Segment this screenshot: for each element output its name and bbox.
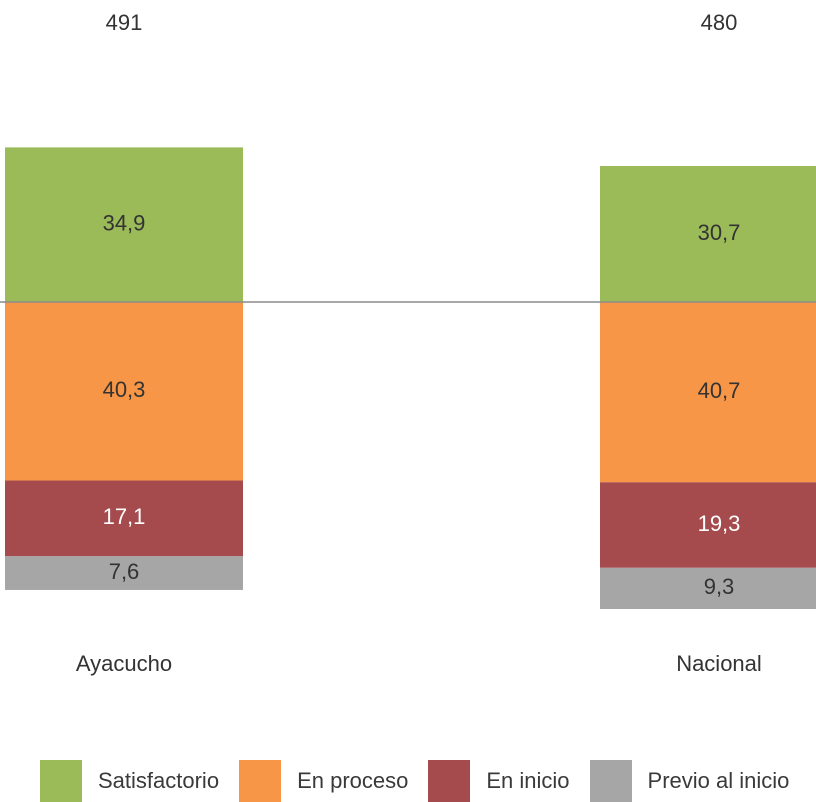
category-label-ayacucho: Ayacucho [76, 651, 172, 676]
legend-item-satisfactorio: Satisfactorio [40, 760, 219, 802]
bar-satisfactorio-nacional [600, 165, 816, 302]
data-label-previo-al-inicio-ayacucho: 7,6 [109, 559, 140, 584]
legend-item-previo-al-inicio: Previo al inicio [589, 760, 790, 802]
bar-satisfactorio-ayacucho [5, 147, 243, 302]
legend-swatch-en-proceso [239, 760, 282, 802]
legend-label-satisfactorio: Satisfactorio [98, 768, 220, 793]
legend-label-en-inicio: En inicio [486, 768, 570, 793]
bar-en-inicio-nacional [600, 482, 816, 568]
legend-swatch-en-inicio [428, 760, 471, 802]
bar-previo-al-inicio-ayacucho [5, 556, 243, 590]
data-label-en-proceso-nacional: 40,7 [698, 378, 741, 403]
legend-item-en-inicio: En inicio [428, 760, 570, 802]
bar-en-proceso-ayacucho [5, 302, 243, 481]
bar-en-inicio-ayacucho [5, 480, 243, 557]
legend-swatch-satisfactorio [40, 760, 82, 802]
bar-en-proceso-nacional [600, 302, 816, 483]
total-label-ayacucho: 491 [106, 10, 143, 35]
legend-label-en-proceso: En proceso [297, 768, 409, 793]
data-label-en-inicio-ayacucho: 17,1 [103, 504, 146, 529]
legend-label-previo-al-inicio: Previo al inicio [647, 768, 790, 793]
data-label-previo-al-inicio-nacional: 9,3 [704, 574, 735, 599]
legend: Satisfactorio En proceso En inicio Previ… [40, 760, 809, 802]
data-label-en-proceso-ayacucho: 40,3 [103, 377, 146, 402]
data-label-satisfactorio-nacional: 30,7 [698, 220, 741, 245]
legend-item-en-proceso: En proceso [239, 760, 408, 802]
data-label-satisfactorio-ayacucho: 34,9 [103, 211, 146, 236]
data-label-en-inicio-nacional: 19,3 [698, 511, 741, 536]
bar-previo-al-inicio-nacional [600, 567, 816, 609]
total-label-nacional: 480 [701, 10, 738, 35]
legend-swatch-previo-al-inicio [589, 760, 632, 802]
stacked-bar-chart: 34,9 40,3 17,1 7,6 491 Ayacucho 30,7 40,7 19,3 9,… [0, 10, 816, 676]
category-label-nacional: Nacional [676, 651, 762, 676]
